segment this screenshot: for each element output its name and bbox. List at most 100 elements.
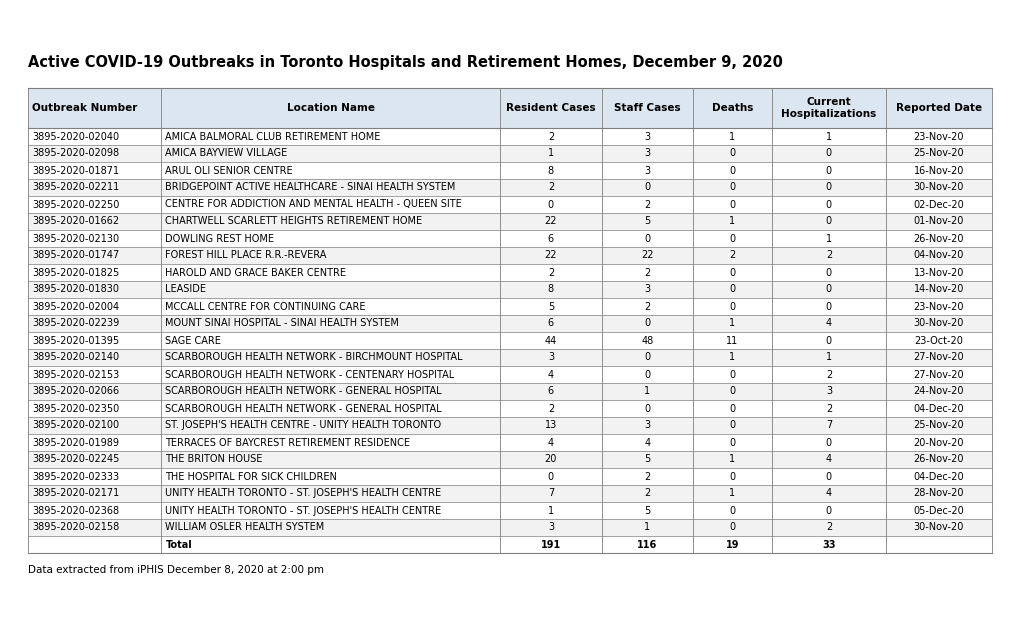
Text: Active COVID-19 Outbreaks in Toronto Hospitals and Retirement Homes, December 9,: Active COVID-19 Outbreaks in Toronto Hos… — [28, 55, 783, 70]
Text: 22: 22 — [544, 251, 556, 261]
Text: THE HOSPITAL FOR SICK CHILDREN: THE HOSPITAL FOR SICK CHILDREN — [165, 472, 337, 482]
Text: 23-Nov-20: 23-Nov-20 — [913, 131, 963, 142]
Bar — [28, 485, 991, 502]
Text: 20-Nov-20: 20-Nov-20 — [913, 438, 963, 448]
Text: 3895-2020-01989: 3895-2020-01989 — [32, 438, 119, 448]
Text: BRIDGEPOINT ACTIVE HEALTHCARE - SINAI HEALTH SYSTEM: BRIDGEPOINT ACTIVE HEALTHCARE - SINAI HE… — [165, 183, 455, 193]
Text: UNITY HEALTH TORONTO - ST. JOSEPH'S HEALTH CENTRE: UNITY HEALTH TORONTO - ST. JOSEPH'S HEAL… — [165, 506, 441, 516]
Text: 0: 0 — [825, 183, 832, 193]
Text: Resident Cases: Resident Cases — [505, 103, 595, 113]
Bar — [28, 366, 991, 383]
Text: 6: 6 — [547, 233, 553, 243]
Text: 1: 1 — [729, 454, 735, 464]
Bar — [28, 349, 991, 366]
Text: 25-Nov-20: 25-Nov-20 — [913, 149, 963, 158]
Text: 116: 116 — [637, 540, 657, 550]
Text: 1: 1 — [825, 352, 832, 363]
Text: 2: 2 — [729, 251, 735, 261]
Text: 20: 20 — [544, 454, 556, 464]
Bar — [28, 315, 991, 332]
Text: TERRACES OF BAYCREST RETIREMENT RESIDENCE: TERRACES OF BAYCREST RETIREMENT RESIDENC… — [165, 438, 410, 448]
Text: 4: 4 — [547, 370, 553, 379]
Text: 3: 3 — [547, 352, 553, 363]
Text: 1: 1 — [644, 386, 650, 397]
Text: 4: 4 — [547, 438, 553, 448]
Bar — [28, 281, 991, 298]
Text: 2: 2 — [825, 251, 832, 261]
Text: 13: 13 — [544, 420, 556, 430]
Text: 27-Nov-20: 27-Nov-20 — [913, 370, 963, 379]
Text: 3895-2020-02333: 3895-2020-02333 — [32, 472, 119, 482]
Bar — [28, 88, 991, 128]
Text: 0: 0 — [825, 165, 832, 176]
Text: 0: 0 — [729, 285, 735, 295]
Text: 0: 0 — [825, 301, 832, 311]
Text: Location Name: Location Name — [286, 103, 374, 113]
Text: 6: 6 — [547, 319, 553, 329]
Text: 3: 3 — [644, 165, 650, 176]
Text: 3895-2020-02158: 3895-2020-02158 — [32, 522, 119, 532]
Text: 4: 4 — [825, 488, 832, 498]
Text: 27-Nov-20: 27-Nov-20 — [913, 352, 963, 363]
Text: 0: 0 — [825, 267, 832, 277]
Text: 3: 3 — [644, 420, 650, 430]
Text: 33: 33 — [821, 540, 835, 550]
Text: 04-Nov-20: 04-Nov-20 — [913, 251, 963, 261]
Text: 0: 0 — [729, 165, 735, 176]
Text: 1: 1 — [825, 131, 832, 142]
Text: 0: 0 — [825, 217, 832, 227]
Bar — [28, 383, 991, 400]
Text: 3895-2020-02239: 3895-2020-02239 — [32, 319, 119, 329]
Text: Staff Cases: Staff Cases — [613, 103, 680, 113]
Text: 0: 0 — [729, 233, 735, 243]
Text: 02-Dec-20: 02-Dec-20 — [913, 199, 963, 209]
Text: 0: 0 — [644, 183, 650, 193]
Text: 1: 1 — [729, 319, 735, 329]
Text: CENTRE FOR ADDICTION AND MENTAL HEALTH - QUEEN SITE: CENTRE FOR ADDICTION AND MENTAL HEALTH -… — [165, 199, 462, 209]
Text: 16-Nov-20: 16-Nov-20 — [913, 165, 963, 176]
Text: 30-Nov-20: 30-Nov-20 — [913, 522, 963, 532]
Text: 19: 19 — [726, 540, 739, 550]
Text: 2: 2 — [547, 404, 553, 413]
Text: 3895-2020-02098: 3895-2020-02098 — [32, 149, 119, 158]
Text: 04-Dec-20: 04-Dec-20 — [913, 472, 963, 482]
Text: 3: 3 — [644, 285, 650, 295]
Bar — [28, 519, 991, 536]
Text: 0: 0 — [729, 404, 735, 413]
Text: 3895-2020-01830: 3895-2020-01830 — [32, 285, 119, 295]
Text: 191: 191 — [540, 540, 560, 550]
Bar — [28, 145, 991, 162]
Text: 2: 2 — [547, 267, 553, 277]
Bar — [28, 417, 991, 434]
Text: 6: 6 — [547, 386, 553, 397]
Text: 0: 0 — [644, 319, 650, 329]
Bar — [28, 196, 991, 213]
Bar — [28, 179, 991, 196]
Text: 26-Nov-20: 26-Nov-20 — [913, 233, 963, 243]
Text: 2: 2 — [644, 199, 650, 209]
Text: FOREST HILL PLACE R.R.-REVERA: FOREST HILL PLACE R.R.-REVERA — [165, 251, 326, 261]
Text: ARUL OLI SENIOR CENTRE: ARUL OLI SENIOR CENTRE — [165, 165, 292, 176]
Bar — [28, 298, 991, 315]
Text: 0: 0 — [547, 199, 553, 209]
Text: 5: 5 — [547, 301, 553, 311]
Text: 13-Nov-20: 13-Nov-20 — [913, 267, 963, 277]
Text: Deaths: Deaths — [711, 103, 752, 113]
Text: 3895-2020-01871: 3895-2020-01871 — [32, 165, 119, 176]
Text: 0: 0 — [644, 370, 650, 379]
Bar — [28, 468, 991, 485]
Text: DOWLING REST HOME: DOWLING REST HOME — [165, 233, 274, 243]
Text: Reported Date: Reported Date — [895, 103, 981, 113]
Text: 0: 0 — [825, 438, 832, 448]
Text: 0: 0 — [729, 267, 735, 277]
Text: 05-Dec-20: 05-Dec-20 — [913, 506, 963, 516]
Text: WILLIAM OSLER HEALTH SYSTEM: WILLIAM OSLER HEALTH SYSTEM — [165, 522, 324, 532]
Text: 1: 1 — [547, 149, 553, 158]
Text: 1: 1 — [547, 506, 553, 516]
Text: 0: 0 — [729, 183, 735, 193]
Text: 3895-2020-02066: 3895-2020-02066 — [32, 386, 119, 397]
Text: 3895-2020-02250: 3895-2020-02250 — [32, 199, 119, 209]
Text: 0: 0 — [825, 199, 832, 209]
Text: 3: 3 — [644, 131, 650, 142]
Text: 3: 3 — [547, 522, 553, 532]
